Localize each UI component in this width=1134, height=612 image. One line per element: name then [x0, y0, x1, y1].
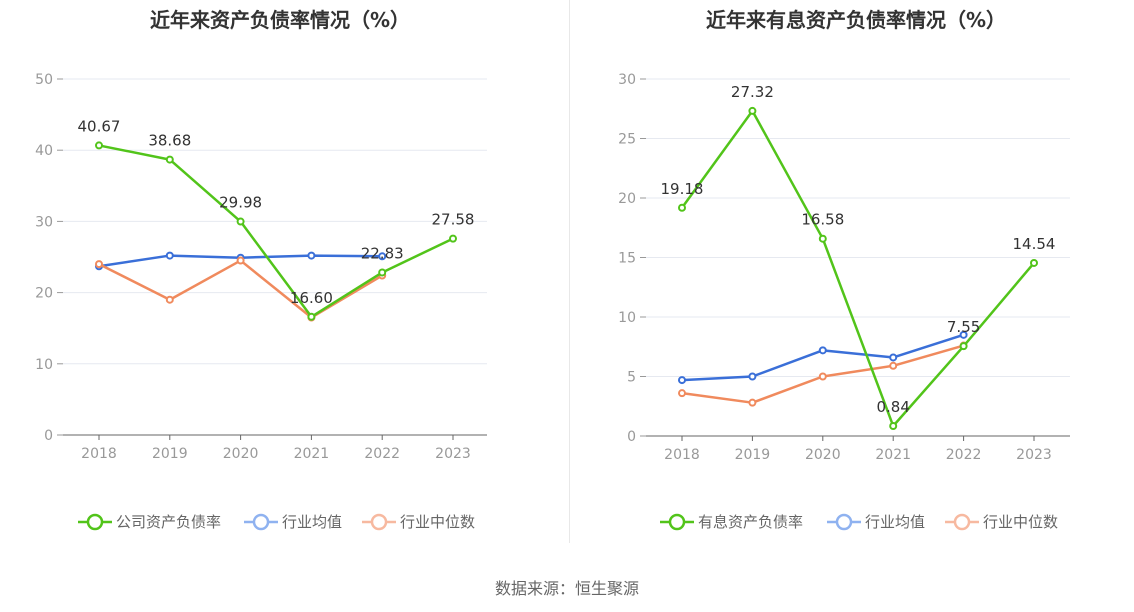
legend-label: 公司资产负债率	[116, 513, 221, 531]
data-point	[165, 155, 174, 164]
x-tick-label: 2021	[294, 446, 330, 462]
x-tick-label: 2023	[1016, 447, 1052, 463]
data-point	[95, 141, 103, 150]
x-tick-label: 2021	[875, 447, 911, 463]
y-tick-label: 30	[35, 214, 53, 230]
data-point	[818, 346, 827, 355]
y-tick-label: 20	[618, 191, 636, 207]
x-tick-label: 2020	[223, 446, 259, 462]
data-point	[678, 203, 686, 212]
y-tick-label: 10	[618, 310, 636, 326]
data-label: 7.55	[947, 318, 980, 336]
data-point	[818, 234, 827, 243]
data-point	[748, 372, 757, 381]
data-point	[378, 268, 387, 277]
chart-title-left: 近年来资产负债率情况（%）	[149, 8, 411, 32]
data-point	[307, 251, 316, 260]
data-label: 27.32	[731, 83, 774, 101]
x-tick-label: 2022	[364, 446, 400, 462]
x-tick-label: 2019	[152, 446, 188, 462]
chart-0: 0 10 20 30 40 50 2018 2019 2020 2021 2022 2023 40.67…	[35, 72, 487, 531]
data-point	[678, 376, 686, 385]
y-tick-label: 20	[35, 286, 53, 302]
y-tick-label: 10	[35, 357, 53, 373]
y-tick-label: 50	[35, 72, 53, 88]
data-point	[1030, 258, 1038, 267]
y-tick-label: 25	[618, 132, 636, 148]
legend-marker	[668, 513, 686, 531]
data-label: 19.18	[661, 180, 704, 198]
data-label: 14.54	[1013, 235, 1056, 253]
legend-label: 行业均值	[865, 513, 925, 531]
x-tick-label: 2018	[664, 447, 700, 463]
y-tick-label: 5	[627, 370, 636, 386]
data-point	[236, 256, 245, 265]
data-point	[889, 361, 898, 370]
legend-marker	[252, 513, 270, 531]
legend-label: 有息资产负债率	[698, 513, 803, 531]
data-point	[889, 422, 898, 431]
legend-marker	[835, 513, 853, 531]
data-point	[889, 353, 898, 362]
data-label: 27.58	[432, 211, 475, 229]
data-point	[236, 217, 245, 226]
x-tick-label: 2022	[946, 447, 982, 463]
x-tick-label: 2023	[435, 446, 471, 462]
legend-label: 行业中位数	[983, 513, 1058, 531]
data-point	[378, 252, 387, 261]
legend-label: 行业中位数	[400, 513, 475, 531]
chart-title-right: 近年来有息资产负债率情况（%）	[705, 8, 1007, 32]
data-point	[95, 260, 103, 269]
data-point	[818, 372, 827, 381]
data-point	[449, 234, 457, 243]
y-tick-label: 30	[618, 72, 636, 88]
legend-label: 行业均值	[282, 513, 342, 531]
y-tick-label: 0	[627, 429, 636, 445]
series-line	[98, 144, 454, 319]
panel-divider	[569, 0, 570, 543]
series-line	[680, 109, 1035, 428]
legend-marker	[86, 513, 104, 531]
data-point	[748, 398, 757, 407]
data-point	[165, 295, 174, 304]
series-line	[98, 259, 383, 319]
data-label: 22.83	[361, 244, 404, 262]
x-tick-label: 2018	[81, 446, 117, 462]
data-label: 29.98	[219, 194, 262, 212]
data-label: 0.84	[876, 398, 909, 416]
legend-marker	[370, 513, 388, 531]
data-point	[678, 389, 686, 398]
y-tick-label: 0	[44, 428, 53, 444]
data-point	[959, 330, 968, 339]
data-label: 38.68	[148, 132, 191, 150]
y-tick-label: 40	[35, 143, 53, 159]
data-point	[959, 342, 968, 351]
chart-1: 0 5 10 15 20 25 30 2018 2019 2020 2021 2022 2023 19.1…	[618, 72, 1070, 531]
data-point	[165, 251, 174, 260]
data-source: 数据来源：恒生聚源	[494, 579, 639, 598]
x-tick-label: 2019	[735, 447, 771, 463]
y-tick-label: 15	[618, 251, 636, 267]
data-point	[307, 312, 316, 321]
data-point	[748, 106, 757, 115]
data-label: 40.67	[78, 117, 121, 135]
data-label: 16.60	[290, 289, 333, 307]
data-label: 16.58	[801, 211, 844, 229]
x-tick-label: 2020	[805, 447, 841, 463]
legend-marker	[953, 513, 971, 531]
